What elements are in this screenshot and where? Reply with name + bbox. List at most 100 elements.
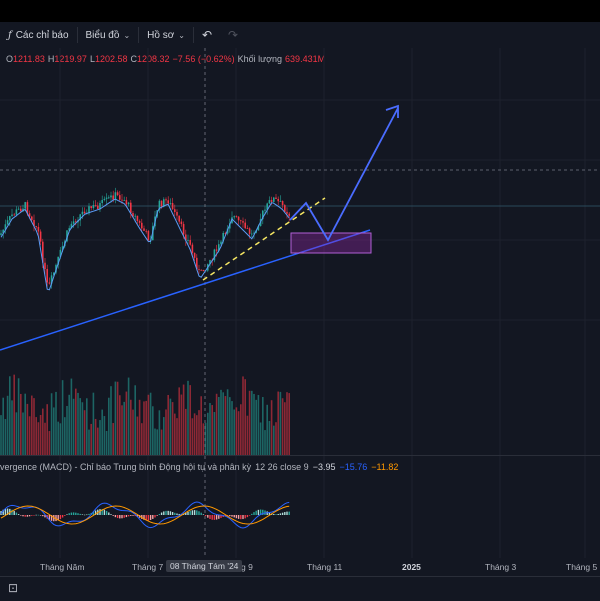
time-axis-label: Tháng 3: [485, 562, 517, 572]
volume-bar: [101, 409, 103, 455]
candle-body: [270, 200, 273, 202]
candle-body: [6, 220, 9, 225]
volume-bar: [20, 393, 22, 455]
dashed-trendline[interactable]: [202, 197, 326, 281]
macd-histogram-bar: [191, 510, 194, 515]
undo-icon[interactable]: ↶: [201, 28, 213, 42]
toolbar-divider: [76, 27, 78, 43]
high-label: H: [47, 54, 55, 64]
volume-bar: [171, 402, 174, 455]
macd-histogram-bar: [13, 511, 15, 515]
bottom-toolbar: ⊡: [0, 576, 600, 601]
chart-menu-button[interactable]: Biểu đồ ⌄: [78, 25, 139, 45]
macd-histogram-bar: [163, 511, 165, 515]
low-label: L: [89, 54, 95, 64]
volume-bar: [273, 425, 275, 455]
candle-body: [191, 244, 194, 253]
macd-histogram-bar: [156, 515, 158, 516]
chart-menu-label: Biểu đồ: [85, 29, 120, 41]
pane-divider[interactable]: [0, 455, 600, 456]
volume-bar: [110, 386, 112, 455]
time-axis[interactable]: Tháng Năm Tháng 7 g 9 Tháng 11 2025 Thán…: [0, 558, 600, 576]
macd-histogram-bar: [224, 515, 227, 517]
candle-body: [44, 262, 46, 270]
candle-body: [253, 232, 255, 234]
macd-histogram-bar: [259, 509, 262, 515]
volume-bar: [68, 394, 70, 455]
support-trendline[interactable]: [0, 229, 371, 351]
volume-bar: [13, 374, 15, 455]
macd-histogram-bar: [9, 508, 11, 515]
candle-body: [176, 211, 178, 216]
candle-body: [215, 249, 218, 251]
volume-bar: [174, 413, 176, 455]
candle-body: [20, 208, 22, 212]
volume-bar: [176, 418, 178, 455]
macd-histogram-bar: [171, 512, 174, 515]
volume-bar: [180, 394, 183, 455]
macd-histogram-bar: [70, 512, 73, 515]
volume-bar: [242, 376, 244, 455]
candle-body: [59, 249, 62, 257]
volume-bar: [237, 411, 240, 455]
macd-histogram-bar: [28, 515, 31, 517]
candle-body: [88, 206, 90, 214]
price-chart[interactable]: [0, 48, 600, 558]
volume-bar: [253, 393, 255, 455]
candle-body: [66, 230, 68, 242]
candle-body: [169, 203, 172, 204]
profile-menu-button[interactable]: Hồ sơ ⌄: [139, 25, 193, 45]
macd-histogram-bar: [209, 515, 211, 519]
volume-bar: [277, 391, 279, 455]
macd-histogram-bar: [279, 513, 282, 515]
macd-histogram-bar: [277, 513, 279, 515]
candle-body: [2, 229, 4, 234]
volume-bar: [182, 384, 185, 455]
volume-bar: [220, 389, 222, 455]
volume-bar: [103, 416, 106, 455]
candle-body: [264, 209, 266, 211]
volume-bar: [211, 405, 213, 455]
volume-bar: [2, 397, 4, 455]
candle-body: [266, 203, 268, 210]
volume-bar: [123, 401, 125, 455]
volume-bar: [72, 398, 75, 455]
volume-bar: [0, 415, 2, 455]
macd-histogram-bar: [187, 511, 189, 515]
candle-body: [31, 216, 33, 221]
macd-histogram-bar: [281, 512, 284, 515]
candle-body: [218, 244, 220, 251]
volume-bar: [193, 413, 196, 455]
macd-histogram-bar: [55, 515, 57, 522]
macd-histogram-bar: [59, 515, 62, 520]
volume-bar: [90, 423, 92, 455]
redo-icon[interactable]: ↷: [228, 28, 239, 42]
macd-histogram-bar: [268, 512, 271, 515]
projection-path[interactable]: [289, 107, 399, 242]
volume-bar: [70, 378, 73, 455]
candle-body: [222, 233, 224, 242]
macd-histogram-bar: [72, 512, 75, 515]
macd-histogram-bar: [130, 515, 132, 516]
macd-histogram-bar: [244, 515, 246, 519]
volume-bar: [248, 390, 251, 455]
macd-histogram-bar: [105, 510, 108, 515]
volume-bar: [281, 398, 284, 455]
macd-histogram-bar: [193, 510, 196, 515]
macd-histogram-bar: [273, 514, 275, 515]
macd-histogram-bar: [94, 510, 97, 515]
volume-bar: [202, 423, 205, 455]
macd-signal-value: −15.76: [339, 462, 368, 472]
candle-body: [209, 259, 211, 265]
high-value: 1219.97: [54, 54, 87, 64]
macd-histogram-bar: [123, 515, 125, 518]
volume-bar: [6, 395, 9, 455]
volume-bar: [167, 394, 169, 455]
volume-bar: [31, 395, 33, 455]
indicators-button[interactable]: ƒ Các chỉ báo: [0, 25, 77, 45]
macd-histogram-bar: [99, 509, 101, 515]
macd-histogram-bar: [185, 512, 187, 515]
function-icon: ƒ: [8, 29, 12, 41]
candle-body: [4, 224, 7, 230]
calendar-range-icon[interactable]: ⊡: [8, 581, 19, 595]
